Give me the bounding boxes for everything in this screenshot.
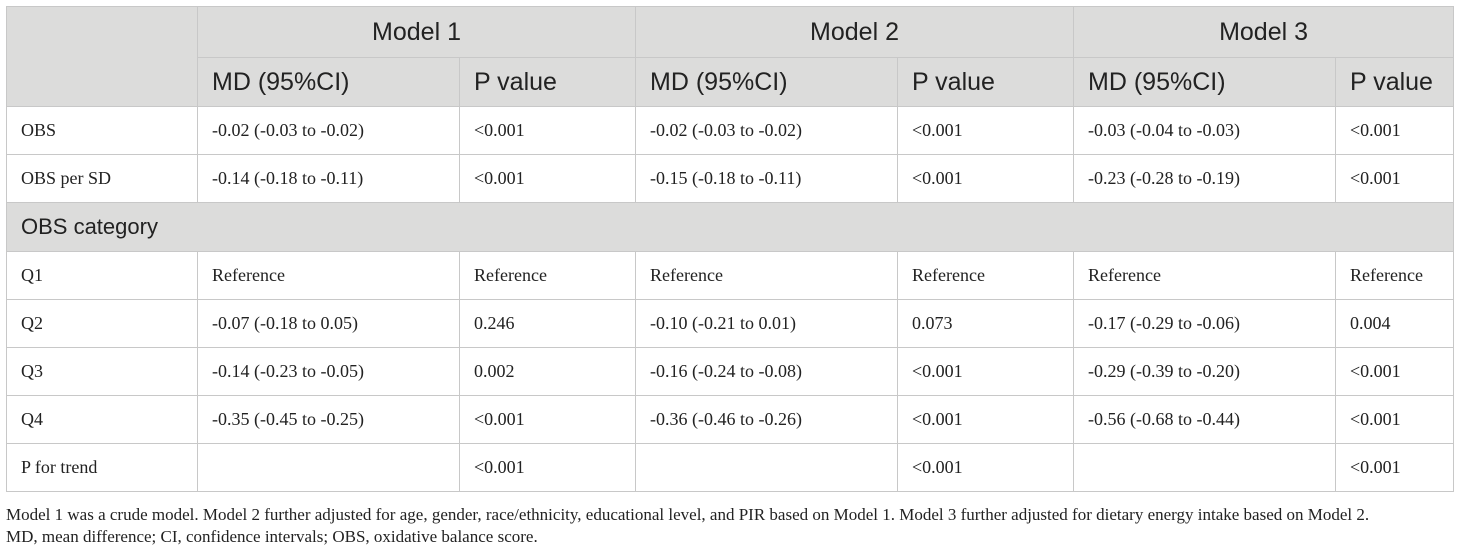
header-row-measures: MD (95%CI) P value MD (95%CI) P value MD…	[7, 57, 1455, 107]
section-row: OBS category	[5, 202, 1455, 252]
table-row: OBS per SD -0.14 (-0.18 to -0.11) <0.001…	[6, 154, 1455, 203]
header-model-2: Model 2	[635, 6, 1075, 58]
table-cell	[197, 443, 460, 492]
row-label: Q2	[6, 299, 198, 348]
header-model-3: Model 3	[1073, 6, 1455, 58]
table-cell: -0.07 (-0.18 to 0.05)	[197, 299, 460, 348]
table-cell: <0.001	[1335, 395, 1455, 444]
table-cell: <0.001	[897, 154, 1075, 203]
table-cell: <0.001	[897, 395, 1075, 444]
table-row: Q3 -0.14 (-0.23 to -0.05) 0.002 -0.16 (-…	[6, 347, 1455, 396]
table-cell: <0.001	[897, 106, 1075, 155]
table-cell: 0.002	[458, 347, 637, 396]
row-label: Q1	[6, 251, 198, 300]
table-cell: <0.001	[458, 106, 637, 155]
row-label: P for trend	[6, 443, 198, 492]
header-p-model-2: P value	[897, 57, 1075, 107]
table-cell: Reference	[458, 251, 637, 300]
table-cell: -0.17 (-0.29 to -0.06)	[1073, 299, 1337, 348]
table-cell: <0.001	[458, 395, 637, 444]
row-label: Q3	[6, 347, 198, 396]
table-cell: -0.02 (-0.03 to -0.02)	[635, 106, 899, 155]
header-blank-cell	[6, 6, 198, 107]
table-cell: -0.29 (-0.39 to -0.20)	[1073, 347, 1337, 396]
table-cell: <0.001	[458, 443, 637, 492]
table-cell: -0.23 (-0.28 to -0.19)	[1073, 154, 1337, 203]
header-p-model-3: P value	[1335, 57, 1455, 107]
table-cell: <0.001	[1335, 106, 1455, 155]
table-cell: <0.001	[1335, 347, 1455, 396]
table-cell: -0.36 (-0.46 to -0.26)	[635, 395, 899, 444]
table-cell: 0.073	[897, 299, 1075, 348]
table-cell: -0.35 (-0.45 to -0.25)	[197, 395, 460, 444]
table-cell: -0.16 (-0.24 to -0.08)	[635, 347, 899, 396]
table-cell: -0.03 (-0.04 to -0.03)	[1073, 106, 1337, 155]
header-md-model-2: MD (95%CI)	[635, 57, 899, 107]
header-md-model-3: MD (95%CI)	[1073, 57, 1337, 107]
table-cell: 0.004	[1335, 299, 1455, 348]
table-body: OBS -0.02 (-0.03 to -0.02) <0.001 -0.02 …	[5, 106, 1455, 492]
table-cell: -0.56 (-0.68 to -0.44)	[1073, 395, 1337, 444]
table-cell: Reference	[1073, 251, 1337, 300]
footnote-line-1: Model 1 was a crude model. Model 2 furth…	[6, 505, 1370, 524]
table-header: Model 1 Model 2 Model 3 MD (95%CI) P val…	[6, 6, 1455, 107]
table-cell: <0.001	[897, 347, 1075, 396]
table-cell: -0.15 (-0.18 to -0.11)	[635, 154, 899, 203]
table-row: OBS -0.02 (-0.03 to -0.02) <0.001 -0.02 …	[6, 106, 1455, 155]
table-cell: Reference	[635, 251, 899, 300]
table-cell: <0.001	[897, 443, 1075, 492]
table-cell: <0.001	[1335, 154, 1455, 203]
header-model-1: Model 1	[196, 6, 637, 58]
header-row-models: Model 1 Model 2 Model 3	[6, 6, 1455, 107]
table-cell: <0.001	[1335, 443, 1455, 492]
table-row: Q4 -0.35 (-0.45 to -0.25) <0.001 -0.36 (…	[6, 395, 1455, 444]
table-cell: 0.246	[458, 299, 637, 348]
section-label: OBS category	[5, 202, 1455, 252]
footnote-line-2: MD, mean difference; CI, confidence inte…	[6, 527, 538, 546]
table-row: Q1 Reference Reference Reference Referen…	[6, 251, 1455, 300]
table-cell: <0.001	[458, 154, 637, 203]
table-cell: Reference	[1335, 251, 1455, 300]
table-cell: -0.14 (-0.23 to -0.05)	[197, 347, 460, 396]
table-cell: Reference	[897, 251, 1075, 300]
table-cell: -0.14 (-0.18 to -0.11)	[197, 154, 460, 203]
row-label: OBS	[6, 106, 198, 155]
table-cell: Reference	[197, 251, 460, 300]
header-p-model-1: P value	[458, 57, 637, 107]
row-label: Q4	[6, 395, 198, 444]
row-label: OBS per SD	[6, 154, 198, 203]
table-row: P for trend <0.001 <0.001 <0.001	[6, 443, 1455, 492]
table-row: Q2 -0.07 (-0.18 to 0.05) 0.246 -0.10 (-0…	[6, 299, 1455, 348]
table-cell	[1073, 443, 1337, 492]
table-cell	[635, 443, 899, 492]
header-md-model-1: MD (95%CI)	[197, 57, 460, 107]
table-cell: -0.10 (-0.21 to 0.01)	[635, 299, 899, 348]
table-cell: -0.02 (-0.03 to -0.02)	[197, 106, 460, 155]
table-footnote: Model 1 was a crude model. Model 2 furth…	[6, 504, 1456, 548]
results-table: Model 1 Model 2 Model 3 MD (95%CI) P val…	[5, 6, 1455, 492]
